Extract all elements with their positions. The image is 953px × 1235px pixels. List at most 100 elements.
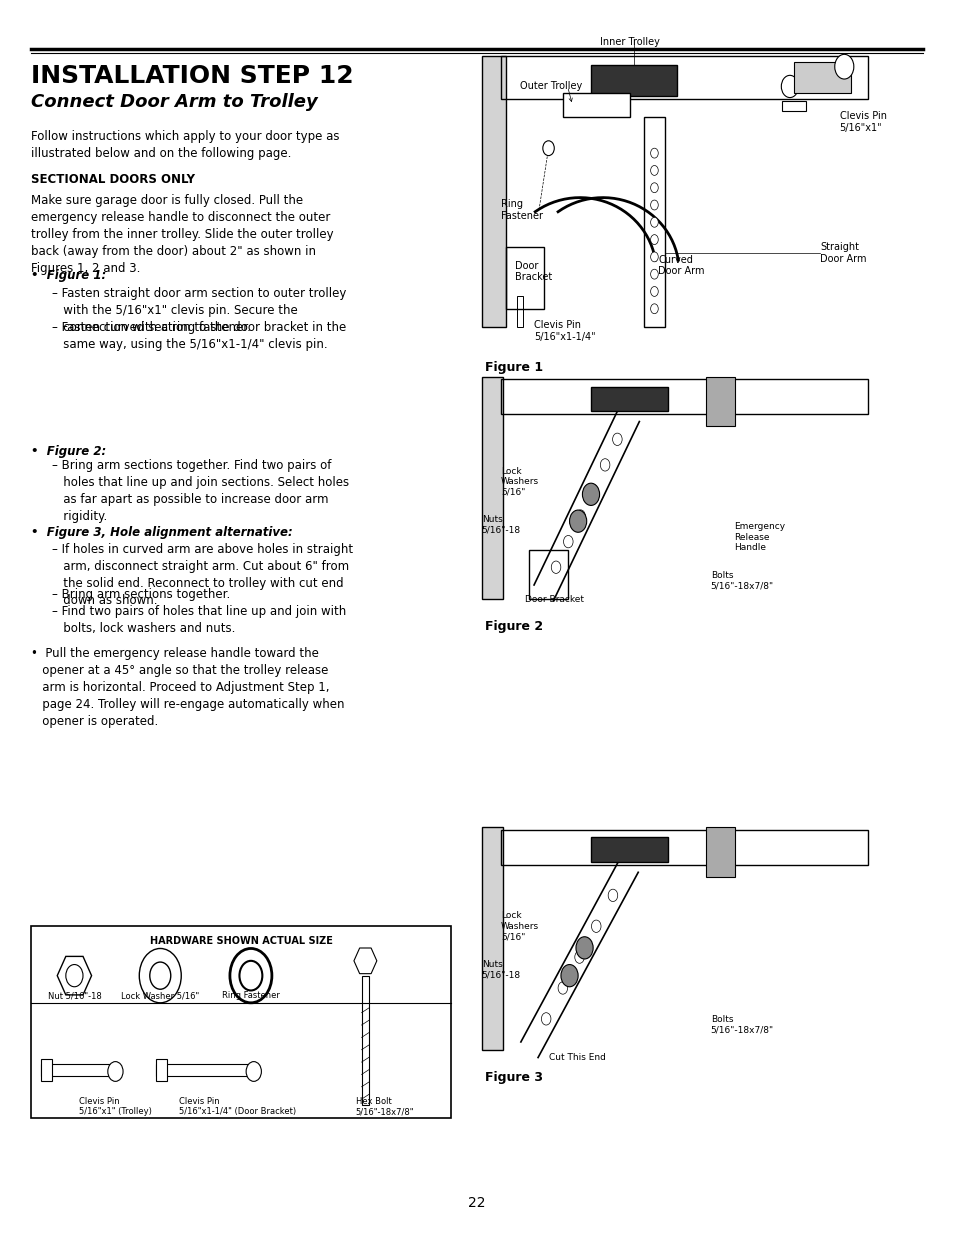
Bar — [361, 976, 369, 1105]
Text: Door
Bracket: Door Bracket — [515, 261, 552, 283]
Bar — [793, 62, 850, 93]
Text: Cut This End: Cut This End — [548, 1053, 605, 1062]
Circle shape — [576, 936, 593, 958]
Circle shape — [542, 141, 554, 156]
Bar — [31, 926, 451, 1118]
Bar — [505, 247, 543, 309]
Text: •  Figure 2:: • Figure 2: — [31, 445, 107, 458]
Circle shape — [150, 962, 171, 989]
Bar — [41, 1065, 117, 1077]
Bar — [500, 56, 867, 99]
Text: Curved
Door Arm: Curved Door Arm — [658, 254, 704, 277]
Circle shape — [581, 483, 598, 505]
Text: Clevis Pin
5/16"x1-1/4": Clevis Pin 5/16"x1-1/4" — [534, 321, 596, 342]
Text: – Bring arm sections together. Find two pairs of
   holes that line up and join : – Bring arm sections together. Find two … — [52, 459, 349, 524]
Text: Make sure garage door is fully closed. Pull the
emergency release handle to disc: Make sure garage door is fully closed. P… — [31, 194, 334, 275]
Text: Nuts
5/16"-18: Nuts 5/16"-18 — [481, 515, 520, 535]
Text: •  Figure 1:: • Figure 1: — [31, 269, 107, 283]
Text: Nuts
5/16"-18: Nuts 5/16"-18 — [481, 960, 520, 979]
Bar — [155, 1065, 255, 1077]
Text: Lock
Washers
5/16": Lock Washers 5/16" — [500, 911, 538, 941]
Bar — [643, 117, 664, 327]
Text: Clevis Pin
5/16"x1" (Trolley): Clevis Pin 5/16"x1" (Trolley) — [79, 1097, 152, 1116]
Text: – Fasten straight door arm section to outer trolley
   with the 5/16"x1" clevis : – Fasten straight door arm section to ou… — [52, 287, 347, 333]
Bar — [591, 837, 667, 862]
Polygon shape — [354, 948, 376, 973]
Text: Hex Bolt
5/16"-18x7/8": Hex Bolt 5/16"-18x7/8" — [355, 1097, 414, 1116]
Text: Outer Trolley: Outer Trolley — [519, 82, 581, 91]
Circle shape — [650, 200, 658, 210]
Bar — [155, 1060, 167, 1082]
Bar — [591, 387, 667, 411]
Bar — [781, 101, 805, 111]
Text: Ring Fastener: Ring Fastener — [222, 992, 279, 1000]
Text: •  Figure 3, Hole alignment alternative:: • Figure 3, Hole alignment alternative: — [31, 526, 293, 540]
Bar — [591, 65, 677, 96]
Bar — [481, 377, 502, 599]
Circle shape — [781, 75, 798, 98]
Circle shape — [230, 948, 272, 1003]
Circle shape — [834, 54, 853, 79]
Circle shape — [650, 235, 658, 245]
Circle shape — [650, 287, 658, 296]
Circle shape — [563, 536, 573, 548]
Circle shape — [576, 510, 585, 522]
Bar — [705, 827, 734, 877]
Circle shape — [650, 183, 658, 193]
Text: Inner Trolley: Inner Trolley — [599, 37, 659, 47]
Text: – Find two pairs of holes that line up and join with
   bolts, lock washers and : – Find two pairs of holes that line up a… — [52, 605, 346, 635]
Bar — [562, 93, 629, 117]
Circle shape — [612, 433, 621, 446]
Circle shape — [650, 148, 658, 158]
Text: Nut 5/16"-18: Nut 5/16"-18 — [48, 992, 101, 1000]
Polygon shape — [57, 956, 91, 995]
Circle shape — [587, 484, 597, 496]
Circle shape — [541, 1013, 551, 1025]
Text: Door Bracket: Door Bracket — [524, 595, 583, 604]
Circle shape — [569, 510, 586, 532]
Text: Connect Door Arm to Trolley: Connect Door Arm to Trolley — [31, 93, 318, 111]
Text: Figure 1: Figure 1 — [484, 361, 542, 374]
Circle shape — [558, 982, 567, 994]
Text: Clevis Pin
5/16"x1-1/4" (Door Bracket): Clevis Pin 5/16"x1-1/4" (Door Bracket) — [179, 1097, 296, 1116]
Bar — [41, 1060, 52, 1082]
Text: Ring
Fastener: Ring Fastener — [500, 199, 542, 221]
Circle shape — [560, 965, 578, 987]
Circle shape — [574, 951, 583, 963]
Circle shape — [139, 948, 181, 1003]
Bar — [500, 379, 867, 414]
Circle shape — [591, 920, 600, 932]
Text: Bolts
5/16"-18x7/8": Bolts 5/16"-18x7/8" — [710, 571, 773, 590]
Circle shape — [66, 965, 83, 987]
Circle shape — [239, 961, 262, 990]
Text: – Bring arm sections together.: – Bring arm sections together. — [52, 588, 231, 601]
Circle shape — [650, 252, 658, 262]
Bar — [481, 827, 502, 1050]
Text: Bolts
5/16"-18x7/8": Bolts 5/16"-18x7/8" — [710, 1015, 773, 1035]
Text: Lock
Washers
5/16": Lock Washers 5/16" — [500, 467, 538, 496]
Text: Straight
Door Arm: Straight Door Arm — [820, 242, 866, 264]
Text: Clevis Pin
5/16"x1": Clevis Pin 5/16"x1" — [839, 111, 885, 132]
Bar — [517, 296, 522, 327]
Text: – Fasten curved section to the door bracket in the
   same way, using the 5/16"x: – Fasten curved section to the door brac… — [52, 321, 346, 351]
Bar — [705, 377, 734, 426]
Text: SECTIONAL DOORS ONLY: SECTIONAL DOORS ONLY — [31, 173, 195, 186]
Bar — [481, 56, 505, 327]
Text: Emergency
Release
Handle: Emergency Release Handle — [734, 522, 785, 552]
Text: Lock Washer 5/16": Lock Washer 5/16" — [121, 992, 199, 1000]
Text: 22: 22 — [468, 1197, 485, 1210]
Circle shape — [650, 165, 658, 175]
Text: INSTALLATION STEP 12: INSTALLATION STEP 12 — [31, 64, 354, 88]
Text: Figure 2: Figure 2 — [484, 620, 542, 634]
Text: Figure 3: Figure 3 — [484, 1071, 542, 1084]
Circle shape — [551, 561, 560, 573]
Bar — [529, 550, 567, 599]
Text: – If holes in curved arm are above holes in straight
   arm, disconnect straight: – If holes in curved arm are above holes… — [52, 543, 354, 608]
Bar — [500, 830, 867, 864]
Text: Follow instructions which apply to your door type as
illustrated below and on th: Follow instructions which apply to your … — [31, 130, 339, 159]
Circle shape — [608, 889, 618, 902]
Circle shape — [599, 458, 609, 471]
Text: HARDWARE SHOWN ACTUAL SIZE: HARDWARE SHOWN ACTUAL SIZE — [150, 936, 333, 946]
Circle shape — [650, 217, 658, 227]
Circle shape — [108, 1062, 123, 1082]
